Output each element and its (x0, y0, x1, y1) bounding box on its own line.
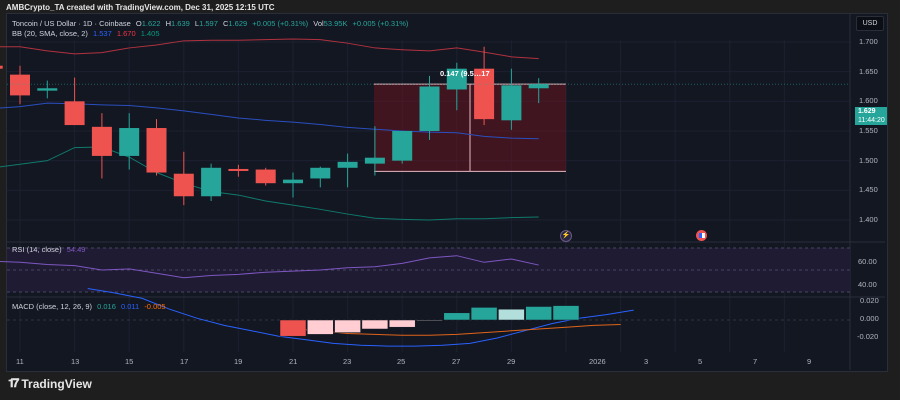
time-tick: 9 (807, 357, 812, 366)
vol-value: 53.95K (323, 19, 348, 28)
change-value: +0.005 (+0.31%) (252, 19, 309, 28)
price-tick: 1.550 (859, 125, 878, 135)
bb-lower-value: 1.405 (140, 29, 160, 38)
macd-tick: 0.000 (860, 314, 879, 323)
tradingview-logo[interactable]: 𝟏𝟕 TradingView (8, 376, 92, 391)
time-tick: 5 (698, 357, 703, 366)
us-flag-icon[interactable] (696, 230, 707, 241)
macd-tick: 0.020 (860, 296, 879, 305)
time-tick: 25 (397, 357, 406, 366)
open-value: 1.622 (141, 19, 161, 28)
time-tick: 27 (452, 357, 461, 366)
time-tick: 21 (289, 357, 298, 366)
rsi-legend[interactable]: RSI (14, close) 54.49 (12, 245, 88, 254)
time-tick: 29 (507, 357, 516, 366)
tv-logo-icon: 𝟏𝟕 (8, 376, 19, 390)
time-tick: 17 (180, 357, 189, 366)
rsi-tick: 60.00 (858, 257, 877, 266)
lightning-icon[interactable]: ⚡ (560, 230, 572, 242)
bb-title: BB (20, SMA, close, 2) (12, 29, 88, 38)
time-tick: 2026 (589, 357, 606, 366)
vol-label: Vol (313, 19, 324, 28)
macd-legend[interactable]: MACD (close, 12, 26, 9) 0.016 0.011 -0.0… (12, 302, 169, 311)
price-tick: 1.450 (859, 185, 878, 195)
price-tick: 1.700 (859, 37, 878, 46)
time-tick: 19 (234, 357, 243, 366)
macd-hist-value: 0.016 (97, 302, 116, 311)
time-tick: 13 (71, 357, 80, 366)
macd-title: MACD (close, 12, 26, 9) (12, 302, 93, 311)
bb-basis-value: 1.537 (92, 29, 112, 38)
macd-line-value: 0.011 (121, 302, 140, 311)
brand-name: TradingView (21, 376, 92, 391)
price-tick: 1.500 (859, 155, 878, 165)
measure-label: 0.147 (9.5…17 (440, 69, 490, 78)
time-tick: 11 (16, 357, 24, 366)
bb-upper-value: 1.670 (116, 29, 136, 38)
price-tick: 1.650 (859, 66, 878, 76)
rsi-title: RSI (14, close) (12, 245, 62, 254)
high-label: H (165, 19, 172, 28)
change-value-2: +0.005 (+0.31%) (352, 19, 409, 28)
price-tick: 1.600 (859, 96, 878, 106)
time-tick: 3 (644, 357, 649, 366)
bar-countdown: 11:44:20 (858, 116, 885, 124)
low-label: L (194, 19, 200, 28)
macd-signal-value: -0.005 (144, 302, 166, 311)
last-price-tag: 1.629 11:44:20 (855, 107, 887, 125)
price-tick: 1.400 (859, 214, 878, 224)
close-value: 1.629 (228, 19, 248, 28)
time-tick: 23 (343, 357, 352, 366)
currency-button[interactable]: USD (856, 16, 884, 31)
symbol-legend: Toncoin / US Dollar · 1D · Coinbase O1.6… (12, 19, 411, 28)
time-tick: 15 (125, 357, 134, 366)
attribution-text: AMBCrypto_TA created with TradingView.co… (6, 3, 275, 12)
bb-legend[interactable]: BB (20, SMA, close, 2) 1.537 1.670 1.405 (12, 29, 163, 38)
last-price-value: 1.629 (858, 108, 876, 115)
rsi-tick: 40.00 (858, 280, 877, 289)
time-tick: 7 (753, 357, 758, 366)
close-label: C (222, 19, 229, 28)
low-value: 1.597 (199, 19, 218, 28)
rsi-value: 54.49 (66, 245, 86, 254)
symbol-title[interactable]: Toncoin / US Dollar · 1D · Coinbase (12, 19, 131, 28)
high-value: 1.639 (171, 19, 190, 28)
open-label: O (135, 19, 142, 28)
macd-tick: -0.020 (857, 332, 879, 341)
